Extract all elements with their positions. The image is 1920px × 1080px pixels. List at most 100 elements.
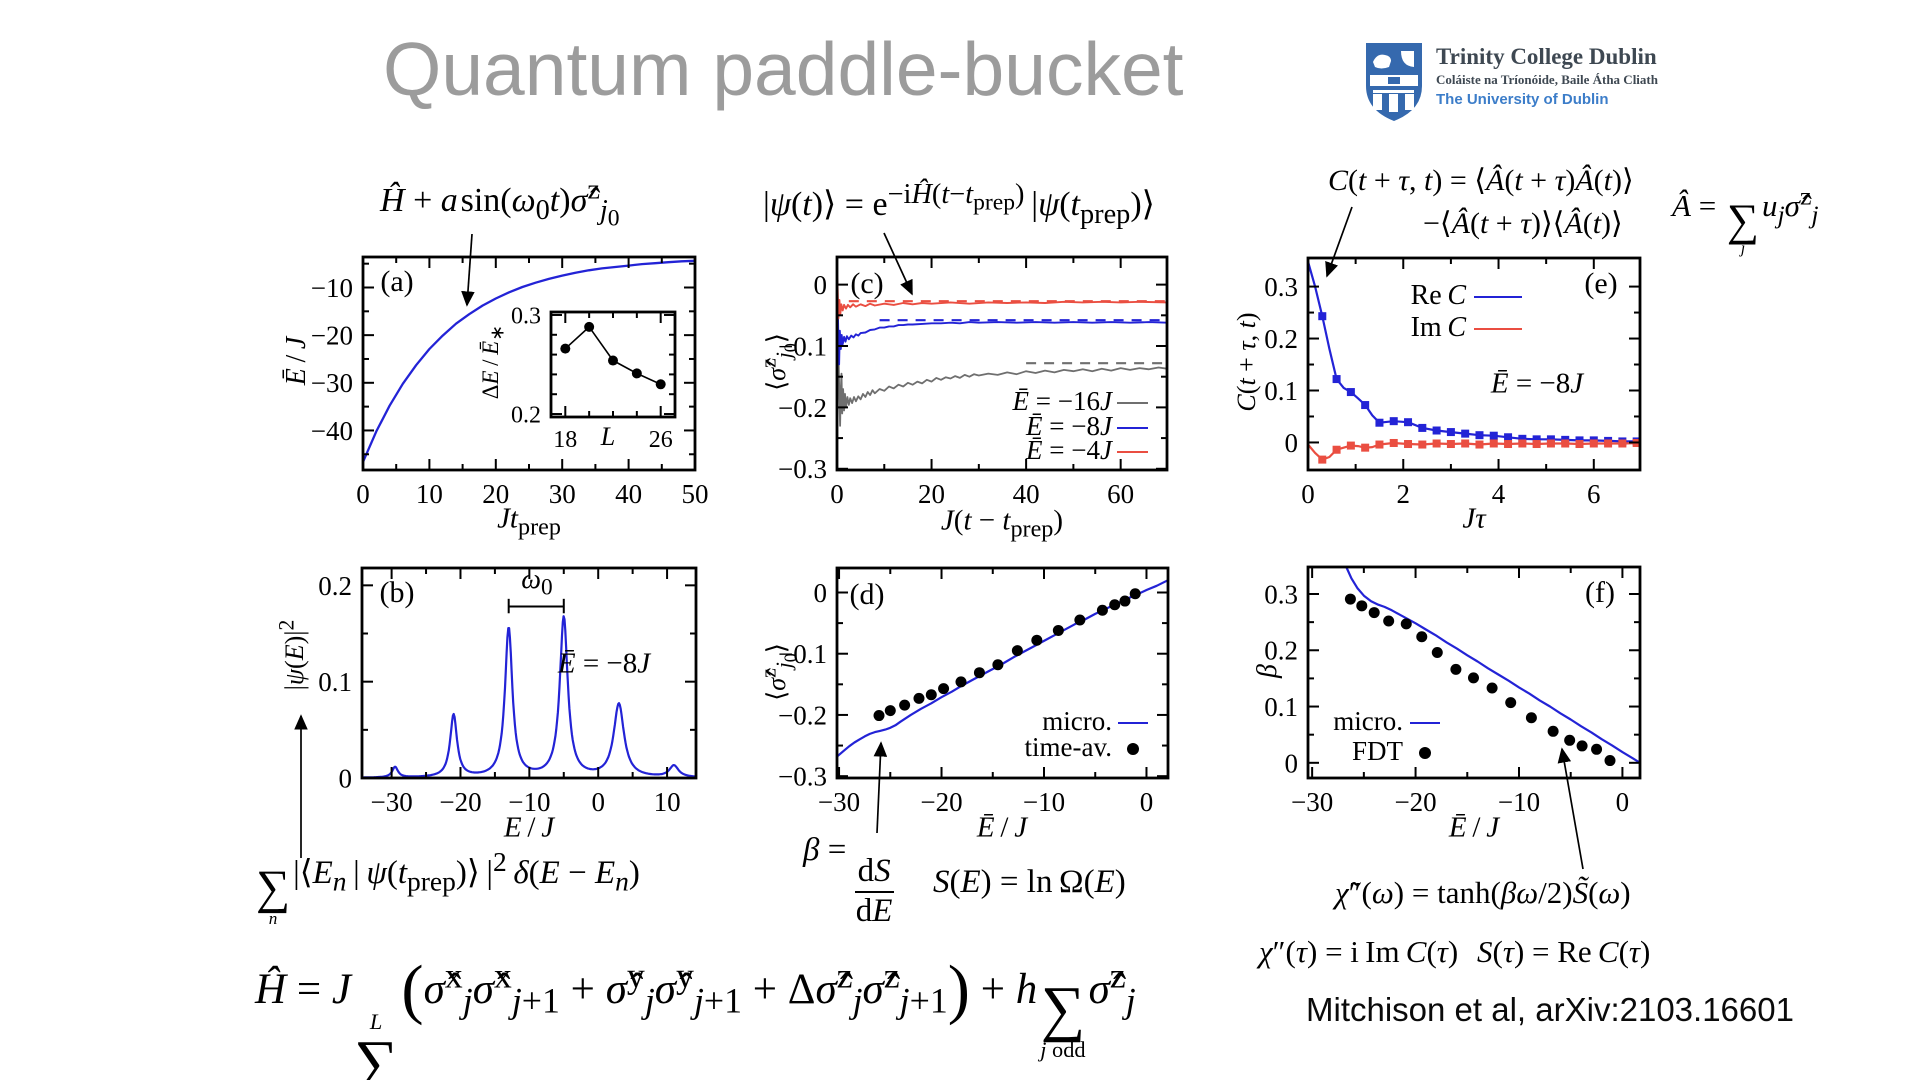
legend-e-label: Re C <box>1410 279 1466 311</box>
inset-ylabel: ΔE / Ē∗ <box>478 324 509 400</box>
panel-a-xtick: 40 <box>615 479 642 509</box>
panel-c-xtick: 20 <box>918 479 945 509</box>
panel-e-xtick: 2 <box>1397 479 1411 509</box>
d-xlabel: Ē / J <box>976 811 1028 844</box>
equation-spectral-decomposition: ∑ n |⟨En | ψ(tprep)⟩ |2 δ(E − En) <box>256 846 640 929</box>
panel-f-xtick: 0 <box>1616 787 1630 817</box>
a-ylabel: Ē / J <box>281 336 312 386</box>
marker-ImC-markers <box>1475 440 1484 449</box>
marker-FDT <box>1486 682 1498 694</box>
slide-title: Quantum paddle-bucket <box>383 27 1184 111</box>
equation-fdt: χ̃″(ω) = tanh(βω/2)S̃(ω) <box>1335 875 1631 910</box>
panel-e-xtick: 6 <box>1587 479 1601 509</box>
legend-f-dot-sample <box>1419 747 1431 759</box>
citation: Mitchison et al, arXiv:2103.16601 <box>1306 991 1794 1028</box>
marker-ImC-markers <box>1418 440 1427 449</box>
marker-ImC-markers <box>1504 440 1513 449</box>
panel-c-ytick: −0.3 <box>778 454 827 484</box>
panel-a-ytick: −20 <box>311 321 353 351</box>
equation-correlation-line2: −⟨Â(t + τ)⟩⟨Â(t)⟩ <box>1423 207 1623 240</box>
marker-FDT <box>1356 600 1368 612</box>
marker-ImC-markers <box>1375 440 1384 449</box>
marker-ReC-markers <box>1546 435 1555 444</box>
marker-deltaE-vs-L <box>584 321 595 332</box>
panel-d-frame <box>835 566 1170 780</box>
panel-a-xtick: 0 <box>356 479 370 509</box>
tcd-logo-university: The University of Dublin <box>1436 91 1609 109</box>
arrow-C-to-curve <box>1325 206 1353 278</box>
f-ylabel: β <box>1252 664 1283 678</box>
panel-b-xtick: 0 <box>591 787 605 817</box>
marker-time-av <box>925 689 937 701</box>
panel-label-d: (d) <box>849 578 885 611</box>
legend-f-line-sample <box>1410 721 1440 725</box>
marker-FDT <box>1368 607 1380 619</box>
tcd-logo: Trinity College Dublin Coláiste na Tríon… <box>1365 42 1695 142</box>
marker-ReC-markers <box>1318 312 1327 321</box>
panel-e-ytick: 0 <box>1285 428 1299 458</box>
marker-ImC-markers <box>1446 440 1455 449</box>
panel-f-ytick: 0.2 <box>1264 636 1298 666</box>
marker-ImC-markers <box>1532 440 1541 449</box>
panel-c-ytick: −0.2 <box>778 393 827 423</box>
tcd-logo-name: Trinity College Dublin <box>1436 44 1657 69</box>
panel-c-ytick: −0.1 <box>778 331 827 361</box>
marker-time-av <box>1129 588 1141 600</box>
equation-xxz-hamiltonian: Ĥ = JL∑j=1(σ̂xjσ̂xj+1 + σ̂yjσ̂yj+1 + Δσ̂… <box>255 953 1136 1080</box>
arrow-beta-to-curve <box>873 741 888 834</box>
marker-time-av <box>938 683 950 695</box>
panel-f-xtick: −20 <box>1394 787 1436 817</box>
marker-ImC-markers <box>1404 440 1413 449</box>
panel-d-ytick: −0.3 <box>778 762 827 792</box>
marker-FDT <box>1431 647 1443 659</box>
panel-d-ytick: −0.2 <box>778 700 827 730</box>
b-omega0-label: ω0 <box>521 564 553 601</box>
marker-FDT <box>1383 615 1395 627</box>
panel-e-ytick: 0.3 <box>1264 272 1298 302</box>
panel-label-f: (f) <box>1585 576 1615 609</box>
marker-ReC-markers <box>1404 418 1413 427</box>
marker-time-av <box>992 659 1004 671</box>
marker-ImC-markers <box>1389 438 1398 447</box>
c-xlabel: J(t − tprep) <box>940 504 1064 543</box>
marker-ImC-markers <box>1461 439 1470 448</box>
marker-time-av <box>884 705 896 717</box>
panel-d-ytick: 0 <box>814 578 828 608</box>
equation-entropy-definition: S(E) = ln Ω(E) <box>933 864 1126 900</box>
panel-label-e: (e) <box>1584 267 1618 300</box>
legend-d-label: time-av. <box>1024 732 1112 763</box>
panel-f-ytick: 0 <box>1285 748 1299 778</box>
panel-b-ytick: 0.1 <box>318 667 352 697</box>
marker-FDT <box>1505 697 1517 709</box>
series-micro <box>1345 566 1641 764</box>
legend-f-label: FDT <box>1351 736 1403 767</box>
marker-FDT <box>1547 725 1559 737</box>
legend-c-label: Ē = −8J <box>1026 411 1112 442</box>
panel-a-ytick: −10 <box>311 273 353 303</box>
panel-b-xtick: −10 <box>508 787 550 817</box>
marker-ImC-markers <box>1604 439 1613 448</box>
marker-time-av <box>1031 634 1043 646</box>
equation-S-definition: S(τ) = Re C(τ) <box>1477 934 1651 969</box>
legend-e-line-sample <box>1474 295 1522 299</box>
marker-deltaE-vs-L <box>608 355 618 366</box>
panel-label-b: (b) <box>379 576 415 609</box>
marker-ImC-markers <box>1546 439 1555 448</box>
panel-c-frame <box>835 255 1169 472</box>
panel-f-xtick: −30 <box>1291 787 1333 817</box>
marker-FDT <box>1564 734 1576 746</box>
series-ImC <box>1307 441 1641 461</box>
panel-d-series <box>836 579 1169 758</box>
legend-c-label: Ē = −4J <box>1026 435 1112 466</box>
marker-ReC-markers <box>1361 401 1370 410</box>
marker-FDT <box>1400 618 1412 630</box>
marker-time-av <box>1074 614 1086 626</box>
marker-time-av <box>1119 595 1131 607</box>
marker-FDT <box>1576 740 1588 752</box>
marker-ImC-markers <box>1361 443 1370 452</box>
equation-correlation-line1: C(t + τ, t) = ⟨Â(t + τ)Â(t)⟩ <box>1328 164 1634 197</box>
marker-time-av <box>873 710 885 722</box>
panel-a-ytick: −30 <box>311 368 353 398</box>
marker-ReC-markers <box>1518 434 1527 443</box>
